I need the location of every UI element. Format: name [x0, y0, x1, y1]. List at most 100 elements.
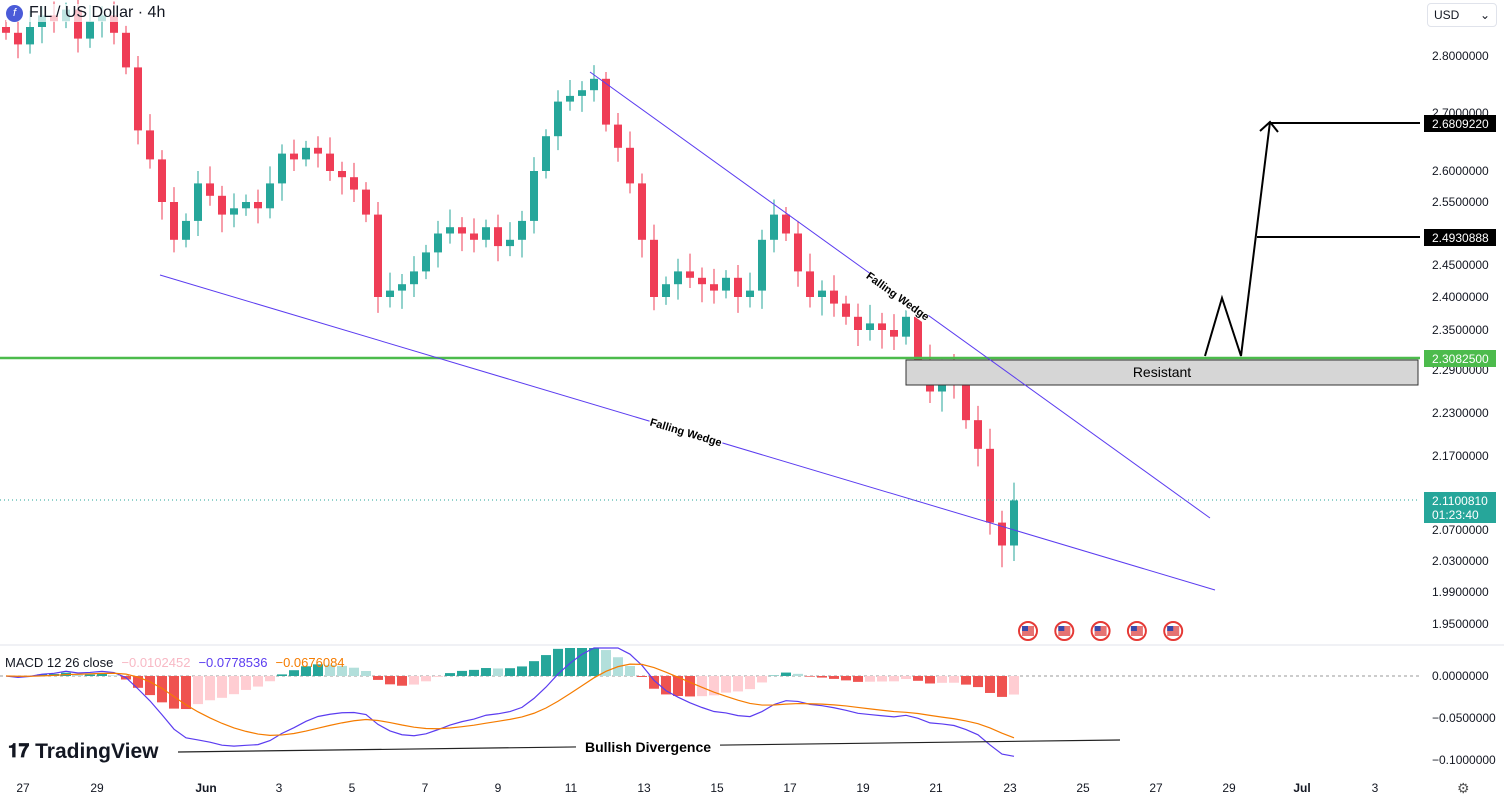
symbol-header[interactable]: f FIL / US Dollar · 4h	[6, 4, 166, 22]
us-flag-icon[interactable]	[1054, 621, 1075, 641]
candle-body	[566, 95, 574, 102]
currency-select[interactable]: USD ⌄	[1427, 3, 1497, 27]
candle-body	[674, 271, 682, 285]
macd-histogram-bar	[445, 673, 455, 676]
candle-body	[710, 284, 718, 291]
candle-body	[854, 316, 862, 330]
candles	[2, 0, 1018, 568]
macd-histogram-bar	[721, 676, 731, 693]
time-axis[interactable]: 27 29 Jun 3 5 7 9 11 13 15 17 19 21 23 25 27 29 Jul 3	[16, 781, 1378, 795]
macd-histogram-bar	[553, 648, 563, 676]
candle-body	[146, 130, 154, 160]
macd-histogram-bar	[205, 676, 215, 701]
candle	[866, 304, 874, 341]
candle	[830, 275, 838, 317]
candle	[806, 253, 814, 308]
macd-histogram-bar	[157, 676, 167, 703]
candle	[998, 510, 1006, 568]
macd-histogram-bar	[793, 673, 803, 676]
time-tick-label: 25	[1076, 781, 1090, 795]
candle-body	[698, 277, 706, 285]
projection-path[interactable]	[1204, 121, 1271, 357]
candle	[566, 79, 574, 111]
countdown-value: 01:23:40	[1432, 508, 1479, 522]
resistant-zone[interactable]	[905, 359, 1419, 386]
candle	[986, 428, 994, 535]
time-tick-label: 9	[495, 781, 502, 795]
candle	[470, 218, 478, 253]
candle	[710, 268, 718, 304]
time-tick-label: Jun	[195, 781, 216, 795]
us-flag-icon[interactable]	[1090, 621, 1111, 641]
candle-body	[494, 227, 502, 247]
price-tick-label: 2.0300000	[1432, 554, 1489, 568]
level-label: 2.4930888	[1432, 231, 1489, 245]
macd-histogram-value: −0.0102452	[121, 655, 191, 670]
macd-histogram-bar	[409, 676, 419, 685]
macd-histogram-bar	[913, 676, 923, 681]
candle-body	[878, 323, 886, 330]
candle-body	[314, 147, 322, 154]
candle-body	[794, 233, 802, 272]
time-tick-label: 13	[637, 781, 651, 795]
time-tick-label: 17	[783, 781, 797, 795]
macd-histogram-bar	[733, 676, 743, 692]
macd-histogram-bar	[349, 667, 359, 676]
candle-body	[134, 67, 142, 131]
price-tick-label: 2.6000000	[1432, 164, 1489, 178]
candle	[518, 210, 526, 258]
macd-histogram-bar	[925, 676, 935, 684]
candle	[482, 219, 490, 248]
candle	[182, 213, 190, 248]
candle-body	[914, 316, 922, 364]
time-tick-label: 27	[16, 781, 30, 795]
candle-body	[374, 214, 382, 297]
price-tick-label: 2.2300000	[1432, 406, 1489, 420]
settings-icon[interactable]: ⚙	[1457, 780, 1470, 796]
candle-body	[734, 277, 742, 297]
candle-body	[902, 316, 910, 337]
macd-histogram-bar	[301, 666, 311, 676]
macd-histogram-bar	[997, 676, 1007, 697]
candle-body	[458, 227, 466, 234]
price-axis[interactable]: 2.80000002.70000002.60000002.55000002.45…	[1424, 49, 1496, 767]
price-tick-label: 2.4000000	[1432, 290, 1489, 304]
candle	[614, 113, 622, 162]
candle-body	[662, 284, 670, 297]
candle-body	[518, 220, 526, 240]
candle-body	[842, 303, 850, 317]
candle-body	[890, 330, 898, 337]
candle	[338, 161, 346, 195]
us-flag-icon[interactable]	[1018, 621, 1038, 641]
candle-body	[14, 32, 22, 45]
macd-histogram-bar	[517, 666, 527, 676]
candle	[734, 265, 742, 313]
candle-body	[506, 239, 514, 247]
candle	[134, 56, 142, 145]
candle	[122, 25, 130, 75]
macd-histogram-bar	[949, 676, 959, 683]
candle	[398, 273, 406, 309]
candle-body	[158, 159, 166, 202]
tradingview-logo[interactable]: 𝟏𝟕 TradingView	[8, 740, 158, 764]
candle-body	[266, 183, 274, 209]
macd-tick-label: −0.1000000	[1432, 753, 1496, 767]
candle	[1010, 482, 1018, 561]
macd-legend[interactable]: MACD 12 26 close −0.0102452 −0.0778536 −…	[5, 655, 345, 670]
candle	[314, 136, 322, 168]
time-tick-label: 27	[1149, 781, 1163, 795]
candle-body	[470, 233, 478, 240]
candle-body	[782, 214, 790, 234]
candle-body	[410, 271, 418, 285]
candle	[14, 21, 22, 59]
us-flag-icon[interactable]	[1163, 621, 1184, 641]
macd-histogram-bar	[325, 664, 335, 676]
macd-pane	[0, 647, 1420, 757]
event-markers	[1018, 621, 1184, 641]
us-flag-icon[interactable]	[1126, 621, 1147, 641]
last-price-value: 2.1100810	[1432, 494, 1488, 508]
macd-histogram-bar	[85, 674, 95, 676]
macd-label: MACD 12 26 close	[5, 655, 114, 670]
price-tick-label: 2.5500000	[1432, 195, 1489, 209]
